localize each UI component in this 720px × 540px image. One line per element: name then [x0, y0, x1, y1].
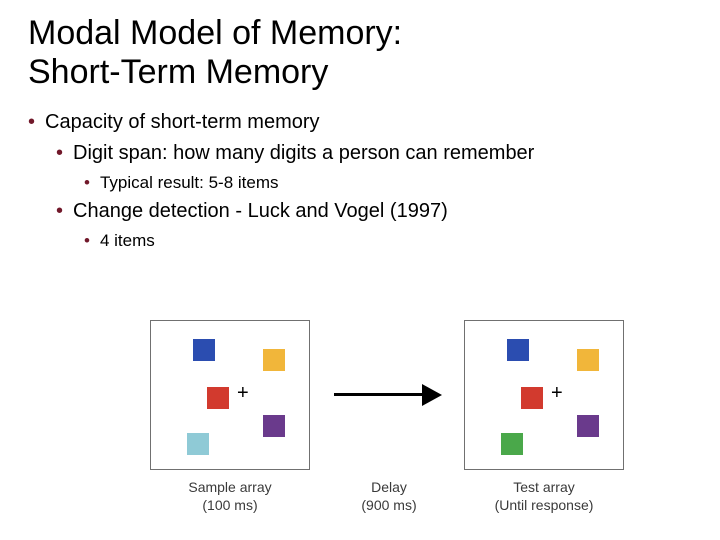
bullet-list: • Capacity of short-term memory • Digit …: [0, 92, 720, 252]
bullet-item: • Typical result: 5-8 items: [84, 172, 720, 193]
bullet-text: Change detection - Luck and Vogel (1997): [73, 199, 448, 224]
color-square: [187, 433, 209, 455]
arrow-head: [422, 384, 442, 406]
bullet-item: • Digit span: how many digits a person c…: [56, 141, 720, 166]
caption-time: (900 ms): [361, 497, 416, 513]
bullet-item: • Change detection - Luck and Vogel (199…: [56, 199, 720, 224]
caption-label: Sample array: [188, 479, 271, 495]
bullet-mark-icon: •: [84, 230, 90, 251]
color-square: [193, 339, 215, 361]
bullet-text: Capacity of short-term memory: [45, 110, 320, 135]
caption-test: Test array (Until response): [464, 478, 624, 514]
color-square: [521, 387, 543, 409]
bullet-text: Digit span: how many digits a person can…: [73, 141, 534, 166]
title-line-2: Short-Term Memory: [28, 53, 328, 91]
color-square: [263, 349, 285, 371]
arrow-line: [334, 393, 426, 396]
title-line-1: Modal Model of Memory:: [28, 14, 402, 52]
fixation-cross-icon: +: [237, 383, 249, 403]
color-square: [207, 387, 229, 409]
caption-sample: Sample array (100 ms): [150, 478, 310, 514]
bullet-mark-icon: •: [56, 141, 63, 166]
bullet-mark-icon: •: [84, 172, 90, 193]
caption-time: (Until response): [495, 497, 594, 513]
arrow-icon: [334, 380, 444, 410]
caption-label: Delay: [371, 479, 407, 495]
fixation-cross-icon: +: [551, 383, 563, 403]
bullet-item: • 4 items: [84, 230, 720, 251]
bullet-mark-icon: •: [28, 110, 35, 135]
caption-time: (100 ms): [202, 497, 257, 513]
bullet-mark-icon: •: [56, 199, 63, 224]
color-square: [577, 349, 599, 371]
slide-title: Modal Model of Memory: Short-Term Memory: [0, 0, 720, 92]
color-square: [263, 415, 285, 437]
test-array-panel: +: [464, 320, 624, 470]
sample-array-panel: +: [150, 320, 310, 470]
change-detection-figure: + + Sample array (100 ms) Delay (900 ms)…: [150, 320, 624, 520]
bullet-text: 4 items: [100, 230, 155, 251]
color-square: [501, 433, 523, 455]
color-square: [577, 415, 599, 437]
bullet-item: • Capacity of short-term memory: [28, 110, 720, 135]
color-square: [507, 339, 529, 361]
caption-delay: Delay (900 ms): [334, 478, 444, 514]
bullet-text: Typical result: 5-8 items: [100, 172, 279, 193]
caption-label: Test array: [513, 479, 574, 495]
